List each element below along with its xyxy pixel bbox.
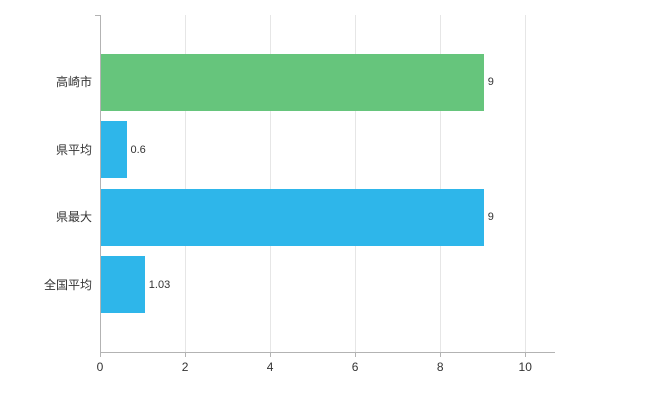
x-tick-label: 2 xyxy=(181,360,189,374)
x-tick-label: 4 xyxy=(266,360,274,374)
x-tick-label: 10 xyxy=(518,360,532,374)
x-axis-tick xyxy=(525,352,527,357)
category-label: 全国平均 xyxy=(43,277,92,292)
bar xyxy=(101,121,127,179)
gridline xyxy=(185,15,187,352)
x-axis-line xyxy=(100,352,555,353)
x-axis-tick xyxy=(270,352,272,357)
gridline xyxy=(270,15,272,352)
category-label: 県最大 xyxy=(55,210,92,225)
bar xyxy=(101,188,484,246)
bar xyxy=(101,256,145,314)
gridline xyxy=(525,15,527,352)
x-axis-tick xyxy=(185,352,187,357)
category-label: 県平均 xyxy=(55,142,92,157)
category-label: 高崎市 xyxy=(55,75,92,90)
y-axis-tick xyxy=(95,15,100,16)
bar-value-label: 1.03 xyxy=(148,278,171,291)
gridline xyxy=(355,15,357,352)
bar-value-label: 9 xyxy=(487,76,494,89)
x-axis-tick xyxy=(440,352,442,357)
bar-value-label: 0.6 xyxy=(130,143,146,156)
bar-value-label: 9 xyxy=(487,211,494,224)
gridline xyxy=(440,15,442,352)
bar xyxy=(101,53,484,111)
y-axis-line xyxy=(100,15,101,353)
x-tick-label: 8 xyxy=(436,360,444,374)
x-axis-tick xyxy=(355,352,357,357)
x-tick-label: 6 xyxy=(351,360,359,374)
x-tick-label: 0 xyxy=(96,360,104,374)
x-axis-tick xyxy=(100,352,101,357)
